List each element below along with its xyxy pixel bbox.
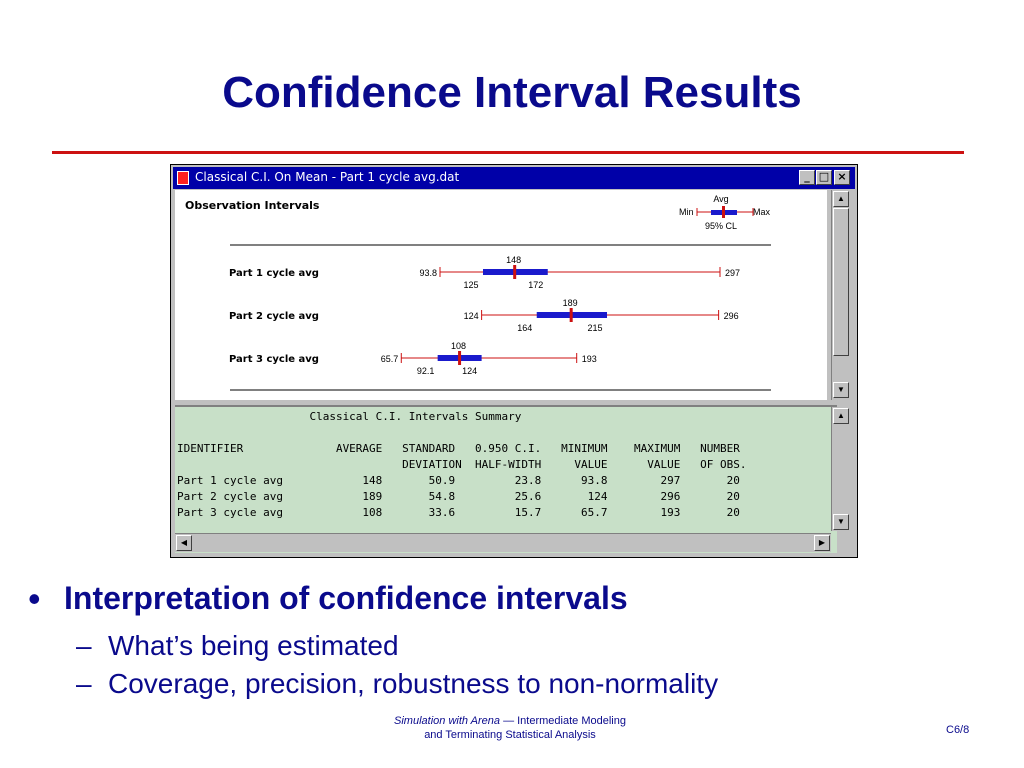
scroll-thumb[interactable] — [833, 208, 849, 356]
scroll-down-icon[interactable]: ▼ — [833, 382, 849, 398]
summary-row: Part 3 cycle avg 108 33.6 15.7 65.7 193 … — [177, 506, 740, 519]
avg-value: 108 — [451, 341, 466, 351]
app-icon[interactable] — [177, 171, 189, 185]
summary-row: Part 2 cycle avg 189 54.8 25.6 124 296 2… — [177, 490, 740, 503]
interval-row: Part 2 cycle avg 124 296 189 164 215 — [229, 298, 739, 333]
avg-value: 148 — [506, 255, 521, 265]
summary-pane: Classical C.I. Intervals Summary IDENTIF… — [175, 405, 850, 553]
interval-row: Part 3 cycle avg 65.7 193 108 92.1 124 — [229, 341, 597, 376]
legend-avg-label: Avg — [713, 194, 728, 204]
observation-intervals-pane: Observation Intervals Avg Min Max 95% CL… — [175, 190, 850, 400]
maximize-button[interactable]: □ — [816, 170, 832, 185]
scroll-right-icon[interactable]: ▶ — [814, 535, 830, 551]
slide-title: Confidence Interval Results — [222, 68, 802, 117]
max-value: 297 — [725, 268, 740, 278]
footer: Simulation with Arena — Intermediate Mod… — [300, 714, 720, 742]
max-value: 296 — [724, 311, 739, 321]
min-value: 93.8 — [419, 268, 437, 278]
ci-low-value: 125 — [463, 280, 478, 290]
footer-italic: Simulation with Arena — [394, 715, 501, 727]
ci-window: Classical C.I. On Mean - Part 1 cycle av… — [170, 164, 858, 558]
avg-marker — [513, 265, 517, 279]
top-vertical-scrollbar[interactable]: ▲ ▼ — [831, 190, 850, 400]
row-label: Part 2 cycle avg — [229, 311, 319, 322]
avg-marker — [458, 351, 462, 365]
summary-table: Classical C.I. Intervals Summary IDENTIF… — [177, 409, 747, 521]
footer-rest: — Intermediate Modeling — [500, 715, 626, 727]
max-value: 193 — [582, 354, 597, 364]
scroll-left-icon[interactable]: ◀ — [176, 535, 192, 551]
legend-glyph — [696, 206, 754, 218]
legend-max-label: Max — [753, 207, 771, 217]
horizontal-scrollbar[interactable]: ◀ ▶ — [175, 533, 831, 552]
interval-row: Part 1 cycle avg 93.8 297 148 125 172 — [229, 255, 740, 290]
legend-min-label: Min — [679, 207, 694, 217]
page-number: C6/8 — [946, 724, 970, 736]
bullet-heading: Interpretation of confidence intervals — [64, 580, 628, 616]
min-value: 124 — [464, 311, 479, 321]
summary-row: Part 1 cycle avg 148 50.9 23.8 93.8 297 … — [177, 474, 740, 487]
sub-bullet-text: What’s being estimated — [108, 630, 399, 661]
summary-title: Classical C.I. Intervals Summary — [177, 410, 522, 423]
observation-intervals-heading: Observation Intervals — [185, 199, 320, 212]
close-button[interactable]: × — [834, 170, 850, 185]
sub-bullet-text: Coverage, precision, robustness to non-n… — [108, 668, 719, 699]
min-value: 65.7 — [381, 354, 399, 364]
ci-high-value: 124 — [462, 366, 477, 376]
dash-icon: – — [76, 630, 92, 661]
scroll-up-icon[interactable]: ▲ — [833, 408, 849, 424]
avg-value: 189 — [563, 298, 578, 308]
title-divider — [52, 151, 964, 154]
minimize-button[interactable]: _ — [799, 170, 815, 185]
scroll-down-icon[interactable]: ▼ — [833, 514, 849, 530]
ci-high-value: 215 — [587, 323, 602, 333]
window-titlebar[interactable]: Classical C.I. On Mean - Part 1 cycle av… — [173, 167, 855, 189]
ci-low-value: 164 — [517, 323, 532, 333]
footer-line2: and Terminating Statistical Analysis — [424, 729, 596, 741]
bullet-icon: • — [28, 578, 41, 619]
bottom-vertical-scrollbar[interactable]: ▲ ▼ — [831, 407, 850, 531]
ci-high-value: 172 — [528, 280, 543, 290]
row-label: Part 3 cycle avg — [229, 354, 319, 365]
sub-bullet: – Coverage, precision, robustness to non-… — [76, 668, 718, 700]
avg-marker — [569, 308, 573, 322]
summary-header-2: DEVIATION HALF-WIDTH VALUE VALUE OF OBS. — [177, 458, 747, 471]
row-label: Part 1 cycle avg — [229, 268, 319, 279]
scroll-up-icon[interactable]: ▲ — [833, 191, 849, 207]
legend-cl-label: 95% CL — [705, 221, 737, 231]
window-title: Classical C.I. On Mean - Part 1 cycle av… — [195, 170, 460, 184]
interval-plot: Avg Min Max 95% CL Part 1 cycle avg 93.8 2… — [229, 194, 771, 391]
ci-low-value: 92.1 — [417, 366, 435, 376]
sub-bullet: – What’s being estimated — [76, 630, 399, 662]
dash-icon: – — [76, 668, 92, 699]
summary-header-1: IDENTIFIER AVERAGE STANDARD 0.950 C.I. M… — [177, 442, 740, 455]
